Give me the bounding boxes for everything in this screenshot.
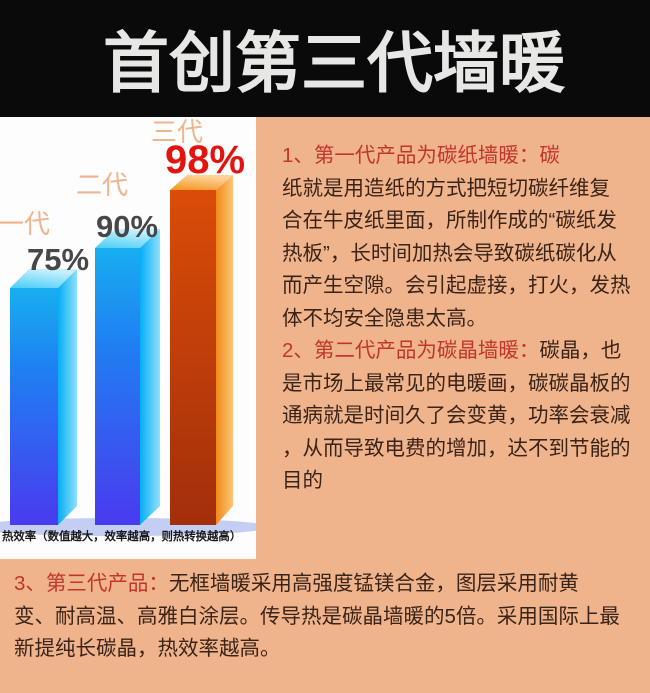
- svg-text:75%: 75%: [27, 242, 89, 277]
- svg-text:90%: 90%: [96, 209, 158, 244]
- svg-text:二代: 二代: [76, 170, 128, 200]
- svg-text:一代: 一代: [0, 209, 50, 239]
- svg-text:98%: 98%: [165, 138, 245, 182]
